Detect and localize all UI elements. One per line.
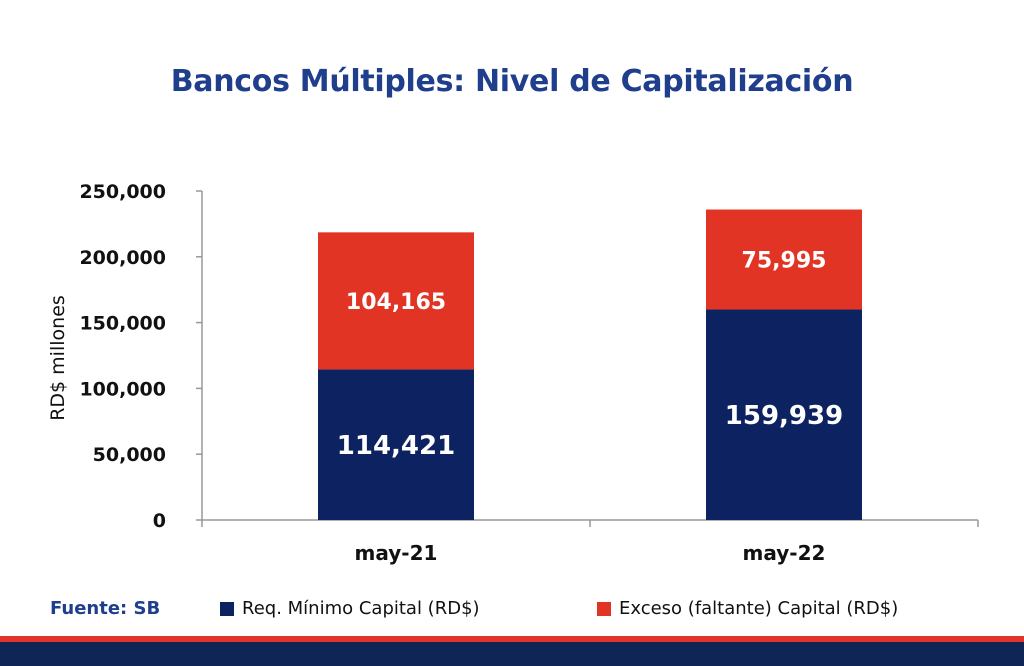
y-tick-label: 150,000 [79, 313, 166, 335]
bar-segment [706, 209, 862, 310]
chart-title: Bancos Múltiples: Nivel de Capitalizació… [170, 64, 854, 99]
y-axis-label-group: RD$ millones [47, 295, 69, 421]
bar-value-label: 104,165 [346, 290, 446, 315]
legend-swatch-navy [220, 601, 234, 616]
legend-label-req-minimo: Req. Mínimo Capital (RD$) [242, 598, 480, 619]
bar-chart: RD$ millones 0 50,000 100,000 150,000 200,00… [47, 181, 979, 565]
y-tick-label: 0 [153, 510, 166, 532]
bar-value-label: 159,939 [725, 401, 843, 431]
source-note: Fuente: SB [50, 598, 161, 619]
chart-value-labels: 114,421 104,165 159,939 75,995 [337, 248, 843, 461]
legend-item-req-minimo: Req. Mínimo Capital (RD$) [220, 598, 480, 619]
bar-segment [318, 232, 474, 370]
y-axis-label: RD$ millones [47, 295, 69, 421]
bar-value-label: 114,421 [337, 431, 455, 461]
bar-segment [318, 369, 474, 520]
y-tick-label: 100,000 [79, 378, 166, 400]
bar-segment [706, 309, 862, 520]
y-tick-label: 200,000 [79, 247, 166, 269]
footer-stripe [0, 636, 1024, 642]
legend-label-exceso: Exceso (faltante) Capital (RD$) [619, 598, 899, 619]
footer-bar [0, 636, 1024, 666]
y-tick-label: 250,000 [79, 181, 166, 203]
x-tick-label: may-21 [355, 541, 438, 565]
y-tick-label: 50,000 [93, 444, 166, 466]
x-tick-label: may-22 [743, 541, 826, 565]
bar-value-label: 75,995 [742, 248, 827, 273]
chart-bars [318, 209, 862, 520]
legend-swatch-red [597, 601, 611, 616]
chart-axes: 0 50,000 100,000 150,000 200,000 250,000 may-2… [79, 181, 979, 565]
legend-item-exceso: Exceso (faltante) Capital (RD$) [597, 598, 898, 619]
